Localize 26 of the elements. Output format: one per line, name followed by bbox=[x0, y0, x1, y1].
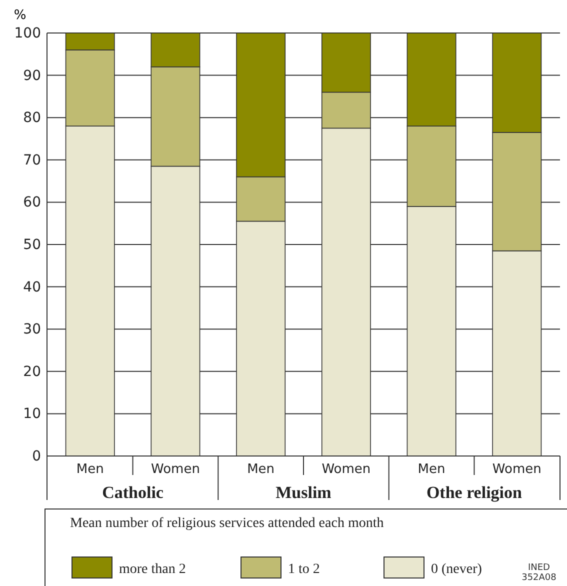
y-tick-label: 50 bbox=[23, 236, 41, 253]
y-tick-label: 100 bbox=[14, 25, 41, 42]
text: Othe religion bbox=[426, 483, 523, 502]
y-tick-label: 90 bbox=[23, 68, 41, 84]
x-tick-label: Men bbox=[76, 462, 104, 478]
text: Catholic bbox=[102, 483, 164, 502]
legend-label: more than 2 bbox=[119, 562, 186, 577]
x-tick-label: Men bbox=[418, 462, 446, 478]
text: INED 352A08 bbox=[522, 563, 557, 583]
legend-title: Mean number of religious services attended each month bbox=[70, 516, 384, 531]
y-tick-label: 0 bbox=[32, 448, 41, 464]
y-tick-label: 20 bbox=[23, 364, 41, 380]
y-tick-label: 10 bbox=[23, 406, 41, 422]
x-tick-label: Men bbox=[247, 462, 275, 478]
y-tick-label: 70 bbox=[23, 152, 41, 168]
y-axis-title: % bbox=[14, 8, 26, 23]
x-tick-label: Women bbox=[150, 462, 200, 478]
legend-label: 0 (never) bbox=[431, 562, 482, 577]
legend-label: 1 to 2 bbox=[288, 562, 320, 577]
y-tick-label: 80 bbox=[23, 110, 41, 126]
y-tick-label: 60 bbox=[23, 194, 41, 211]
text: Muslim bbox=[276, 483, 332, 502]
x-tick-label: Women bbox=[492, 462, 542, 478]
y-tick-label: 30 bbox=[23, 322, 41, 338]
y-tick-label: 40 bbox=[23, 279, 41, 296]
x-tick-label: Women bbox=[322, 462, 371, 478]
